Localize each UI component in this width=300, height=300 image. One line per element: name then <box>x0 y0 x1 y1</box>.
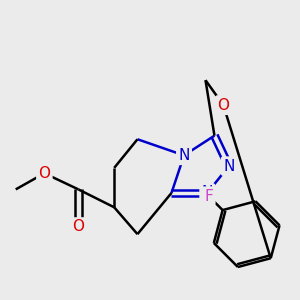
Text: O: O <box>218 98 230 113</box>
Text: F: F <box>204 189 213 204</box>
Text: F: F <box>204 189 213 204</box>
Text: N: N <box>223 159 235 174</box>
Text: O: O <box>72 220 84 235</box>
Text: N: N <box>178 148 190 163</box>
Text: O: O <box>218 98 230 113</box>
Text: O: O <box>38 166 50 181</box>
Text: N: N <box>202 185 213 200</box>
